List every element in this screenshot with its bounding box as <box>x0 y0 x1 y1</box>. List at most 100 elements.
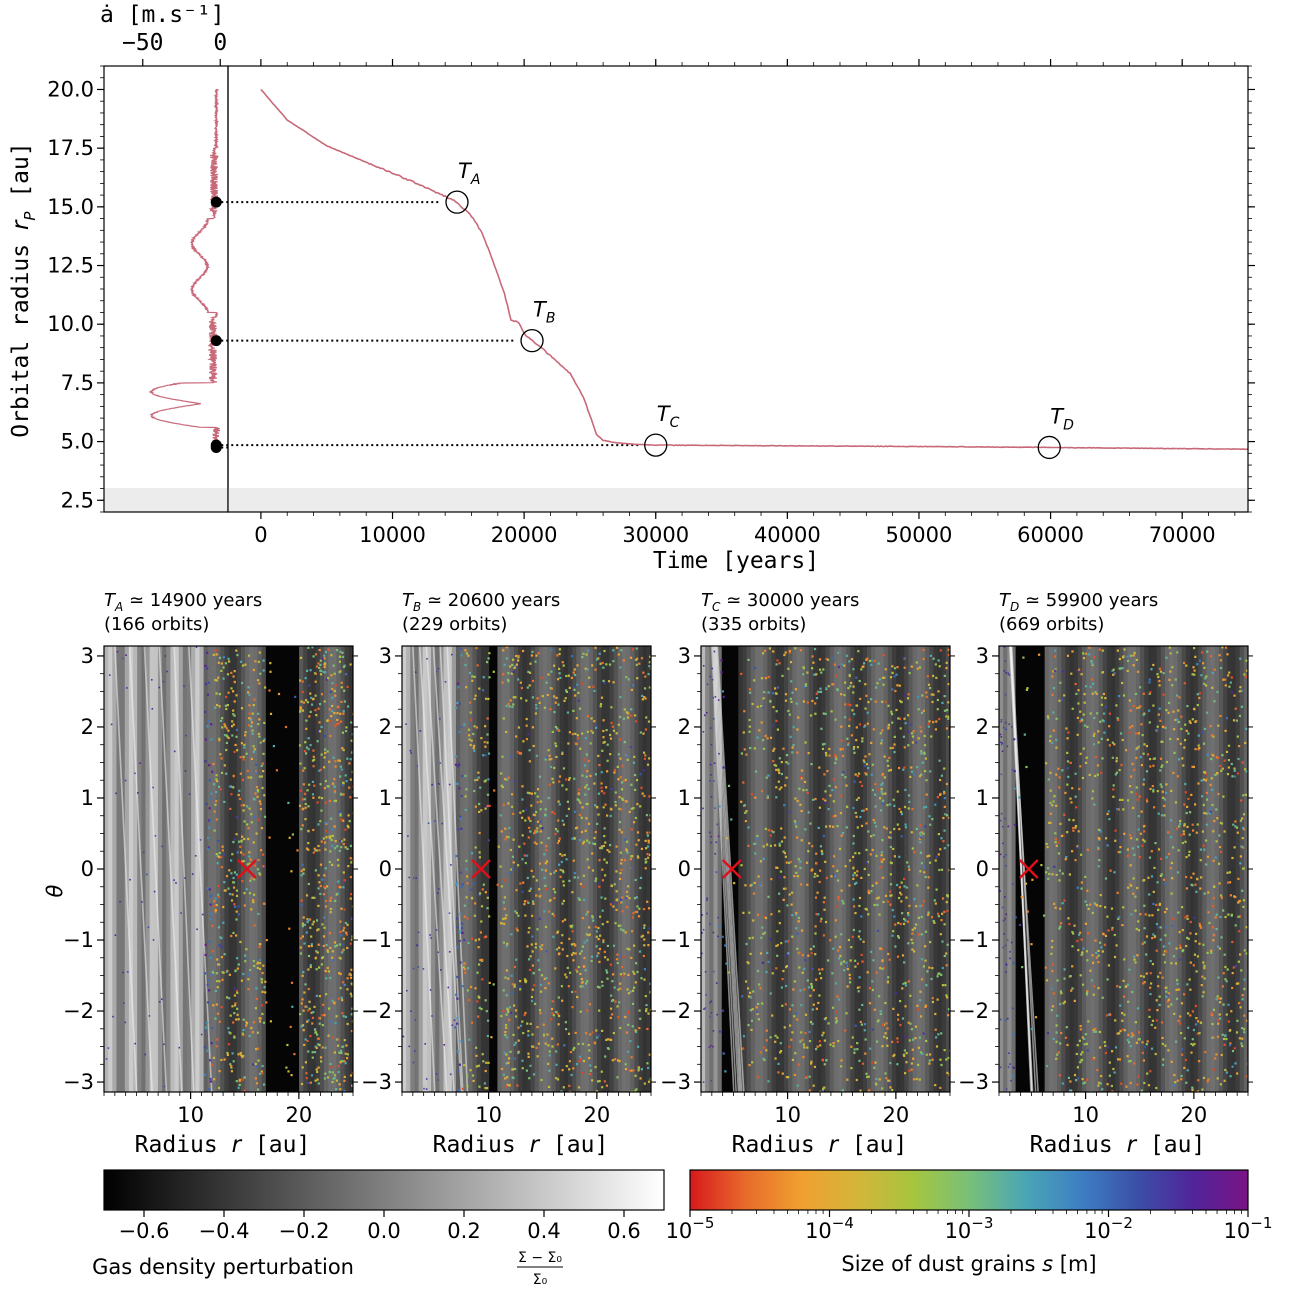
dust-grain <box>878 1078 881 1081</box>
dust-grain <box>322 944 325 947</box>
dust-grain-inner <box>441 822 444 825</box>
dust-grain <box>338 810 341 813</box>
dust-grain <box>844 1029 847 1032</box>
dust-grain <box>858 904 861 907</box>
dust-grain <box>797 916 800 920</box>
dust-grain <box>470 852 474 855</box>
dust-grain <box>313 1005 316 1008</box>
dust-grain <box>222 666 225 669</box>
dust-grain <box>226 735 229 738</box>
dust-grain <box>558 648 561 651</box>
dust-grain <box>828 747 831 751</box>
dust-grain <box>873 1066 876 1069</box>
dust-grain <box>339 775 342 778</box>
dust-grain <box>477 946 480 949</box>
dust-grain <box>1163 814 1166 817</box>
dust-grain <box>878 678 881 681</box>
dust-grain <box>517 914 520 917</box>
dust-grain <box>303 1043 306 1046</box>
dust-grain <box>763 931 766 934</box>
gas-density-strip <box>867 646 872 1092</box>
gas-density-strip <box>543 646 548 1092</box>
dust-grain <box>632 1069 635 1072</box>
dust-grain <box>1244 793 1247 796</box>
dust-grain <box>512 1076 515 1080</box>
dust-grain <box>340 700 343 703</box>
dust-grain <box>809 948 812 951</box>
dust-grain <box>884 700 887 703</box>
dust-grain <box>1148 678 1151 681</box>
dust-grain <box>922 657 925 661</box>
dust-grain <box>341 783 344 787</box>
dust-grain <box>848 724 851 728</box>
dust-grain <box>462 966 465 969</box>
dust-grain <box>793 820 797 823</box>
dust-grain <box>303 798 306 801</box>
dust-grain <box>313 784 316 787</box>
gas-spiral-streak <box>1010 646 1032 1092</box>
dust-grain <box>586 980 589 983</box>
dust-grain <box>903 1054 906 1057</box>
dust-grain <box>225 695 228 699</box>
dust-grain <box>595 725 599 728</box>
dust-grain <box>227 736 230 740</box>
snapshot-title-time: ≃ 20600 years <box>421 590 560 611</box>
dust-grain <box>218 1020 221 1023</box>
dust-grain <box>1117 808 1120 811</box>
dust-grain <box>881 700 884 703</box>
dust-grain <box>594 831 597 834</box>
dust-grain <box>631 1002 635 1005</box>
dust-grain <box>594 925 597 928</box>
snapshot-x-tick-label: 10 <box>475 1103 502 1127</box>
dust-grain <box>815 692 818 695</box>
dust-grain <box>888 1079 891 1082</box>
dust-grain <box>817 1001 820 1004</box>
dust-grain <box>538 888 541 891</box>
dust-grain <box>239 772 242 775</box>
dust-grain <box>598 1080 601 1083</box>
dust-grain <box>857 796 860 800</box>
dust-grain <box>920 773 923 776</box>
dust-grain <box>230 687 233 690</box>
dust-grain <box>761 926 764 929</box>
dust-grain <box>871 1028 874 1031</box>
dust-grain <box>330 817 333 820</box>
dust-grain <box>508 871 511 875</box>
dust-grain <box>817 826 820 829</box>
dust-grain <box>1225 1037 1228 1041</box>
snapshot-y-tick-label: −1 <box>63 928 94 952</box>
dust-grain <box>824 712 827 715</box>
dust-grain-inner <box>431 783 433 786</box>
dust-grain <box>773 764 776 767</box>
dust-grain <box>820 671 823 674</box>
dust-grain <box>727 971 730 974</box>
dust-grain <box>216 1012 220 1015</box>
dust-grain <box>576 798 579 801</box>
dust-grain <box>902 1053 905 1056</box>
dust-grain <box>321 1014 324 1017</box>
dust-grain-inner <box>129 878 131 881</box>
dust-grain <box>227 729 230 732</box>
snapshot-y-tick-label: −3 <box>63 1070 94 1094</box>
dust-grain <box>546 1033 549 1036</box>
dust-grain <box>880 790 883 793</box>
dust-grain <box>610 706 613 709</box>
dust-grain <box>598 948 601 951</box>
dust-grain <box>837 651 840 654</box>
dust-grain <box>631 1025 634 1028</box>
dust-grain <box>596 1080 600 1083</box>
dust-grain-inner <box>712 1030 715 1032</box>
dust-grain <box>461 883 464 886</box>
dust-grain <box>568 1084 571 1087</box>
dust-grain <box>1185 856 1188 859</box>
dust-grain <box>868 753 871 756</box>
dust-grain <box>930 916 934 919</box>
gas-density-strip <box>705 646 710 1092</box>
dust-grain-inner <box>122 971 124 974</box>
dust-grain <box>552 935 555 938</box>
dust-grain <box>569 971 572 974</box>
dust-grain <box>556 830 559 833</box>
dust-grain <box>514 1009 518 1012</box>
dust-grain <box>634 816 637 820</box>
dust-grain <box>513 1057 516 1060</box>
